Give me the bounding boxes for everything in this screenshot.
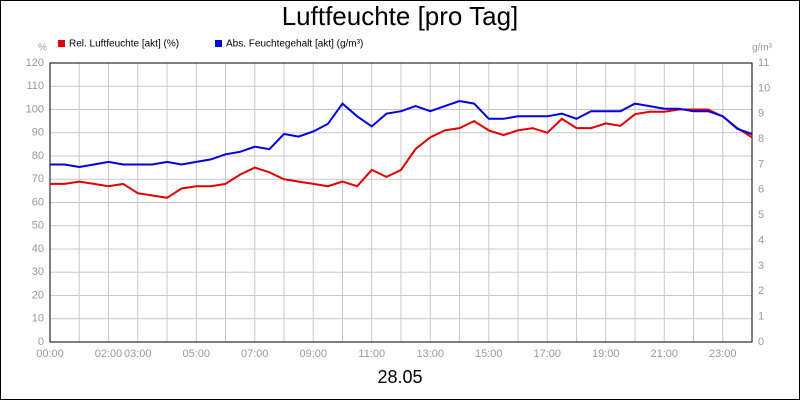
y-tick-label: 50 xyxy=(32,220,44,232)
x-tick-label: 21:00 xyxy=(650,348,678,360)
y-tick-label: 110 xyxy=(26,80,44,92)
x-tick-label: 00:00 xyxy=(36,348,64,360)
y2-tick-label: 11 xyxy=(758,57,769,69)
y2-tick-label: 3 xyxy=(758,260,764,272)
y-tick-label: 10 xyxy=(32,313,44,325)
x-tick-label: 07:00 xyxy=(241,348,269,360)
x-tick-label: 11:00 xyxy=(358,348,385,360)
y-axis-label: % xyxy=(38,43,47,54)
y-tick-label: 80 xyxy=(32,150,44,162)
chart-title: Luftfeuchte [pro Tag] xyxy=(282,1,519,31)
y-tick-label: 120 xyxy=(26,57,44,69)
y2-tick-label: 9 xyxy=(758,108,764,120)
x-tick-label: 03:00 xyxy=(124,348,152,360)
legend-swatch xyxy=(215,40,222,47)
y2-tick-label: 4 xyxy=(758,234,764,246)
series-line xyxy=(50,108,753,199)
y2-tick-label: 10 xyxy=(758,82,770,94)
x-tick-label: 13:00 xyxy=(416,348,444,360)
x-tick-label: 15:00 xyxy=(475,348,503,360)
y2-tick-label: 7 xyxy=(758,158,764,170)
x-tick-label: 09:00 xyxy=(299,348,327,360)
plot-border xyxy=(49,62,753,343)
y2-tick-label: 0 xyxy=(758,336,764,348)
y2-tick-label: 5 xyxy=(758,209,764,221)
x-tick-label: 23:00 xyxy=(709,348,737,360)
y2-tick-label: 1 xyxy=(758,311,764,323)
y-tick-label: 40 xyxy=(32,243,44,255)
y2-tick-label: 6 xyxy=(758,184,764,196)
y-tick-label: 60 xyxy=(32,196,44,208)
y-tick-label: 30 xyxy=(32,266,44,278)
x-tick-label: 05:00 xyxy=(182,348,210,360)
x-tick-label: 02:00 xyxy=(95,348,123,360)
series-line xyxy=(50,99,753,169)
x-axis-label: 28.05 xyxy=(377,367,422,387)
y2-tick-label: 2 xyxy=(758,285,764,297)
y-tick-label: 100 xyxy=(26,103,44,115)
y-tick-label: 0 xyxy=(38,336,44,348)
y-tick-label: 90 xyxy=(32,127,44,139)
y-tick-label: 70 xyxy=(32,173,44,185)
x-tick-label: 17:00 xyxy=(533,348,561,360)
y2-axis-label: g/m³ xyxy=(752,43,773,54)
legend-label: Abs. Feuchtegehalt [akt] (g/m³) xyxy=(226,39,363,50)
y-tick-label: 20 xyxy=(32,289,44,301)
y2-tick-label: 8 xyxy=(758,133,764,145)
legend-label: Rel. Luftfeuchte [akt] (%) xyxy=(69,39,179,50)
x-tick-label: 19:00 xyxy=(592,348,620,360)
legend-swatch xyxy=(58,40,65,47)
